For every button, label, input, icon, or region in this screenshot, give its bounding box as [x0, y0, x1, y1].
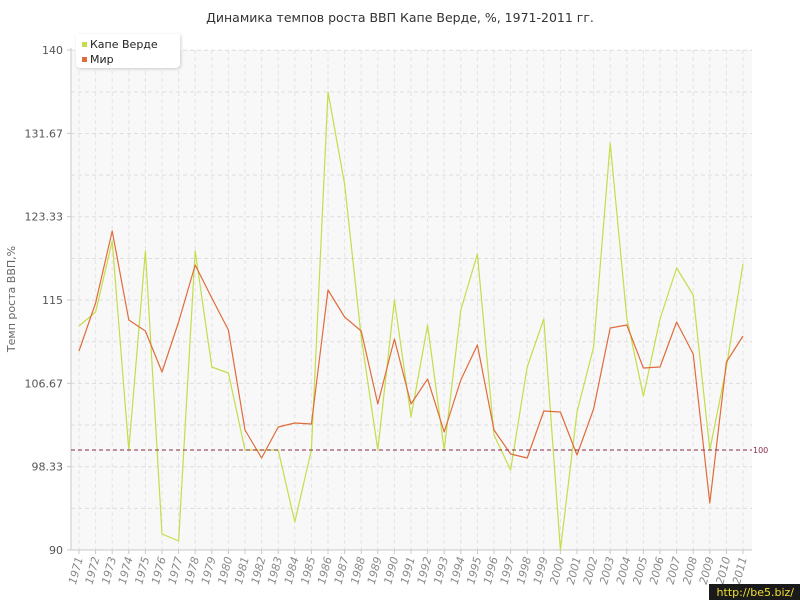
- y-tick-label: 98.33: [32, 461, 64, 474]
- reference-line-group: 100: [71, 446, 768, 455]
- legend-swatch-0: [82, 42, 87, 47]
- legend: Капе Верде Мир: [76, 34, 180, 68]
- watermark[interactable]: http://be5.biz/: [708, 584, 800, 600]
- grid: [71, 49, 752, 551]
- legend-label-1: Мир: [90, 53, 114, 66]
- axes: [67, 48, 752, 554]
- plot-area: [71, 50, 752, 550]
- y-axis-label: Темп роста ВВП,%: [5, 246, 18, 353]
- chart-title: Динамика темпов роста ВВП Капе Верде, %,…: [206, 10, 594, 25]
- y-tick-label: 140: [42, 44, 63, 57]
- reference-line-label: 100: [753, 446, 768, 455]
- legend-item-0[interactable]: Капе Верде: [82, 38, 158, 51]
- series-line-1: [78, 230, 744, 504]
- y-tick-label: 115: [42, 294, 63, 307]
- y-tick-label: 131.67: [25, 127, 64, 140]
- legend-item-1[interactable]: Мир: [82, 53, 114, 66]
- y-tick-label: 123.33: [25, 211, 64, 224]
- series-line-0: [78, 91, 744, 551]
- series: [78, 91, 744, 551]
- legend-swatch-1: [82, 57, 87, 62]
- watermark-text: http://be5.biz/: [716, 586, 794, 599]
- y-tick-label: 90: [49, 544, 63, 557]
- x-tick-label: 2011: [730, 555, 750, 585]
- legend-label-0: Капе Верде: [90, 38, 158, 51]
- y-tick-label: 106.67: [25, 377, 64, 390]
